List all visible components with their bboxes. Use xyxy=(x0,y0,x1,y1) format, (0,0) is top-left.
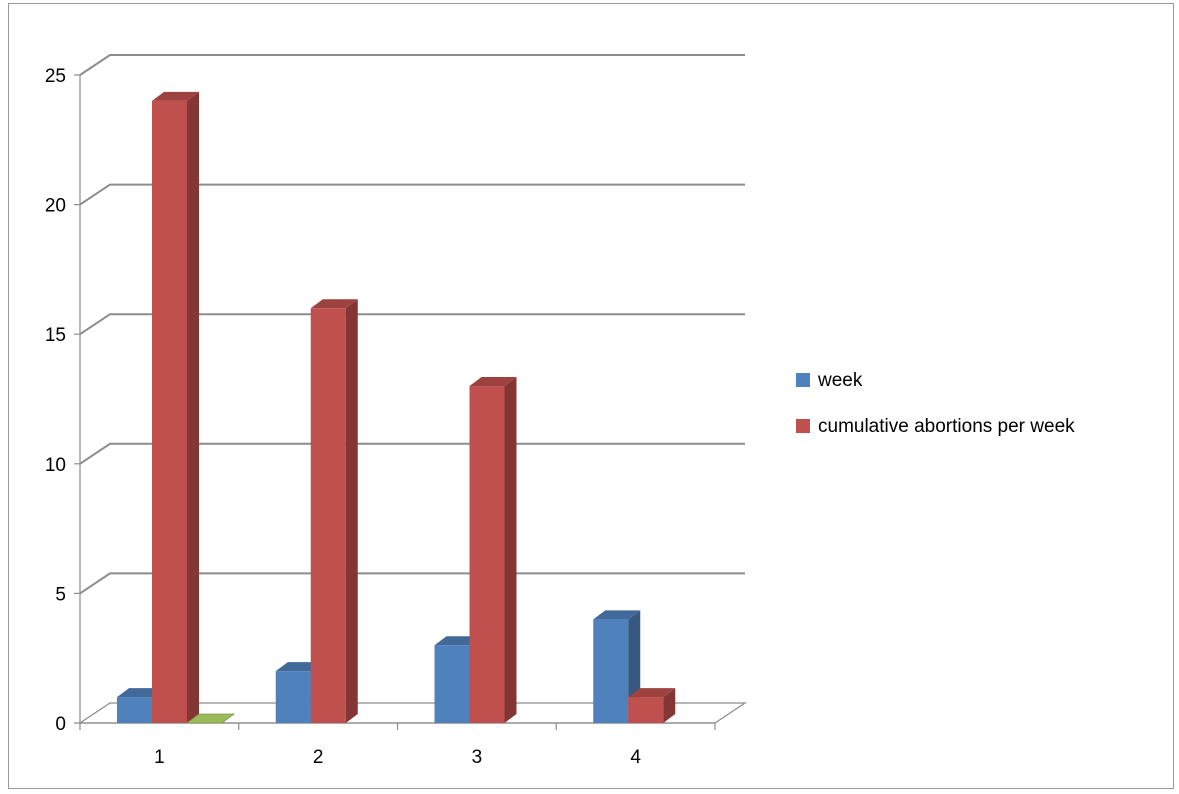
y-tick-label: 5 xyxy=(55,584,66,605)
gridline xyxy=(79,313,745,336)
x-tick-label: 1 xyxy=(154,747,165,768)
legend-label: cumulative abortions per week xyxy=(818,416,1075,437)
bar-front-face xyxy=(628,697,664,723)
x-tick-label: 2 xyxy=(313,747,324,768)
y-tick-label: 0 xyxy=(55,714,66,735)
bar-top-face xyxy=(593,610,641,620)
bar-front-face xyxy=(310,308,346,723)
bar-side-face xyxy=(345,299,358,723)
gridlines xyxy=(79,54,745,595)
bar-side-face xyxy=(187,91,199,724)
legend-label: week xyxy=(817,370,863,391)
gridline xyxy=(79,442,745,465)
bar-front-face xyxy=(469,386,505,723)
gridline xyxy=(79,183,745,206)
bar xyxy=(469,377,517,723)
bar xyxy=(310,299,358,723)
y-tick-label: 25 xyxy=(45,66,66,87)
x-axis-ticks: 1 2 3 4 xyxy=(154,747,641,768)
bar-top-face xyxy=(628,688,676,698)
bar-side-face xyxy=(504,377,517,723)
x-tick-label: 3 xyxy=(472,747,483,768)
y-tick-label: 15 xyxy=(45,325,66,346)
bar xyxy=(185,713,236,724)
legend-swatch xyxy=(796,373,810,387)
bar-front-face xyxy=(275,671,311,723)
bar xyxy=(152,91,199,724)
bar-front-face xyxy=(117,697,152,723)
bar-front-face xyxy=(593,619,629,723)
y-axis-ticks: 0 5 10 15 20 25 xyxy=(45,66,66,735)
bars xyxy=(117,91,676,724)
y-tick-label: 20 xyxy=(45,196,66,217)
bar xyxy=(628,688,676,723)
legend: week cumulative abortions per week xyxy=(796,370,1075,437)
bar-side-face xyxy=(663,688,676,723)
legend-swatch xyxy=(796,419,810,433)
bar-front-face xyxy=(152,100,187,724)
chart-frame xyxy=(8,3,1174,789)
bar-top-face xyxy=(469,377,517,387)
gridline xyxy=(79,572,745,595)
y-tick-label: 10 xyxy=(45,455,66,476)
bar-top-face xyxy=(185,713,236,724)
bar-front-face xyxy=(434,645,470,723)
bar-top-face xyxy=(310,299,358,309)
x-tick-label: 4 xyxy=(630,747,641,768)
gridline xyxy=(79,54,745,76)
bar-top-face xyxy=(152,91,199,101)
